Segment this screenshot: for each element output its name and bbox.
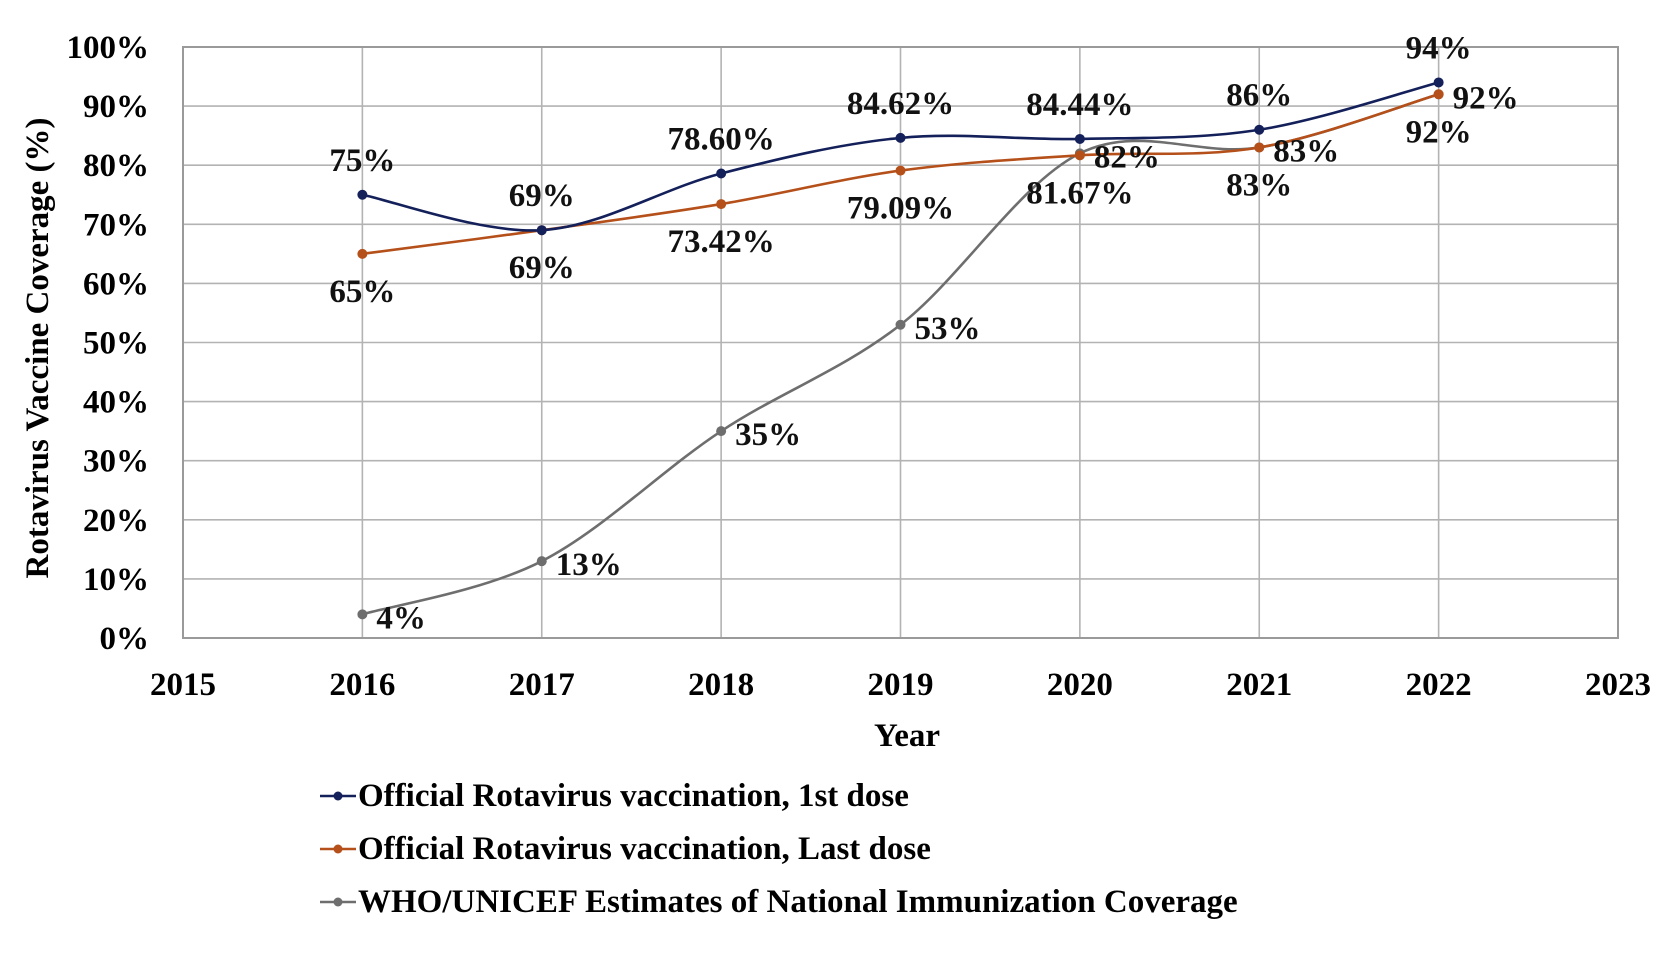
legend: Official Rotavirus vaccination, 1st dose… — [320, 778, 1238, 920]
data-label-series-1: 84.44% — [1026, 87, 1133, 123]
data-point-series-2 — [1433, 89, 1444, 100]
data-label-series-2: 73.42% — [668, 224, 775, 260]
data-point-series-2 — [895, 165, 906, 176]
legend-label: Official Rotavirus vaccination, 1st dose — [358, 778, 909, 814]
x-axis-title: Year — [874, 718, 940, 754]
legend-label: Official Rotavirus vaccination, Last dos… — [358, 831, 931, 867]
data-point-series-2 — [357, 248, 368, 259]
data-label-series-1: 86% — [1226, 78, 1292, 114]
data-labels: 75% 69% 78.60% 84.62% 84.44% 86% 94% 65% 69% 73.4… — [329, 30, 1518, 636]
data-label-series-3: 82% — [1094, 139, 1160, 175]
data-point-series-1 — [1254, 124, 1265, 135]
data-point-series-3 — [895, 319, 906, 330]
y-tick-label: 80% — [83, 148, 149, 184]
data-label-series-1: 69% — [509, 178, 575, 214]
y-tick-label: 10% — [83, 562, 149, 598]
x-tick-label: 2018 — [688, 667, 754, 703]
x-tick-label: 2022 — [1406, 667, 1472, 703]
y-axis-title: Rotavirus Vaccine Coverage (%) — [20, 117, 56, 578]
data-point-series-1 — [1433, 77, 1444, 88]
data-label-series-1: 75% — [329, 143, 395, 179]
data-label-series-2: 83% — [1226, 167, 1292, 203]
data-label-series-2: 92% — [1406, 114, 1472, 150]
data-point-series-1 — [716, 168, 727, 179]
data-point-series-3 — [536, 556, 547, 567]
legend-dot-marker — [333, 897, 343, 907]
y-tick-label: 40% — [83, 385, 149, 421]
legend-dot-marker — [333, 844, 343, 854]
data-point-series-1 — [536, 225, 547, 236]
x-tick-label: 2016 — [329, 667, 395, 703]
legend-item: Official Rotavirus vaccination, Last dos… — [320, 831, 931, 867]
y-tick-label: 20% — [83, 503, 149, 539]
legend-item: Official Rotavirus vaccination, 1st dose — [320, 778, 909, 814]
series-group — [357, 77, 1444, 620]
data-label-series-1: 78.60% — [668, 121, 775, 157]
y-tick-label: 60% — [83, 266, 149, 302]
x-tick-label: 2021 — [1226, 667, 1292, 703]
y-axis-ticks: 0% 10% 20% 30% 40% 50% 60% 70% 80% 90% 100% — [67, 30, 150, 657]
data-label-series-2: 79.09% — [847, 191, 954, 227]
data-label-series-3: 13% — [556, 547, 622, 583]
x-tick-label: 2019 — [868, 667, 934, 703]
data-label-series-2: 69% — [509, 250, 575, 286]
data-label-series-3: 83% — [1273, 133, 1339, 169]
data-point-series-1 — [357, 189, 368, 200]
data-point-series-2 — [1254, 142, 1265, 153]
data-label-series-1: 84.62% — [847, 86, 954, 122]
data-point-series-2 — [1074, 150, 1085, 161]
data-point-series-3 — [357, 609, 368, 620]
x-axis-ticks: 2015 2016 2017 2018 2019 2020 2021 2022 2023 — [150, 667, 1651, 703]
grid — [182, 46, 1619, 639]
plot-border — [182, 46, 1619, 639]
y-tick-label: 50% — [83, 326, 149, 362]
y-tick-label: 70% — [83, 207, 149, 243]
y-tick-label: 90% — [83, 89, 149, 125]
legend-label: WHO/UNICEF Estimates of National Immuniz… — [358, 884, 1238, 920]
data-point-series-1 — [1074, 133, 1085, 144]
data-point-series-3 — [716, 426, 727, 437]
data-label-series-3: 35% — [735, 417, 801, 453]
legend-item: WHO/UNICEF Estimates of National Immuniz… — [320, 884, 1238, 920]
data-label-series-3: 53% — [915, 311, 981, 347]
x-tick-label: 2017 — [509, 667, 575, 703]
y-tick-label: 0% — [100, 621, 150, 657]
x-tick-label: 2015 — [150, 667, 216, 703]
data-label-series-1: 94% — [1406, 30, 1472, 66]
x-tick-label: 2023 — [1585, 667, 1651, 703]
y-tick-label: 30% — [83, 444, 149, 480]
data-label-series-2: 65% — [329, 274, 395, 310]
data-label-series-2: 81.67% — [1026, 175, 1133, 211]
data-point-series-2 — [716, 199, 727, 210]
data-label-series-3: 4% — [376, 600, 426, 636]
data-label-series-3: 92% — [1453, 80, 1519, 116]
x-tick-label: 2020 — [1047, 667, 1113, 703]
y-tick-label: 100% — [67, 30, 150, 66]
legend-dot-marker — [333, 791, 343, 801]
data-point-series-1 — [895, 132, 906, 143]
